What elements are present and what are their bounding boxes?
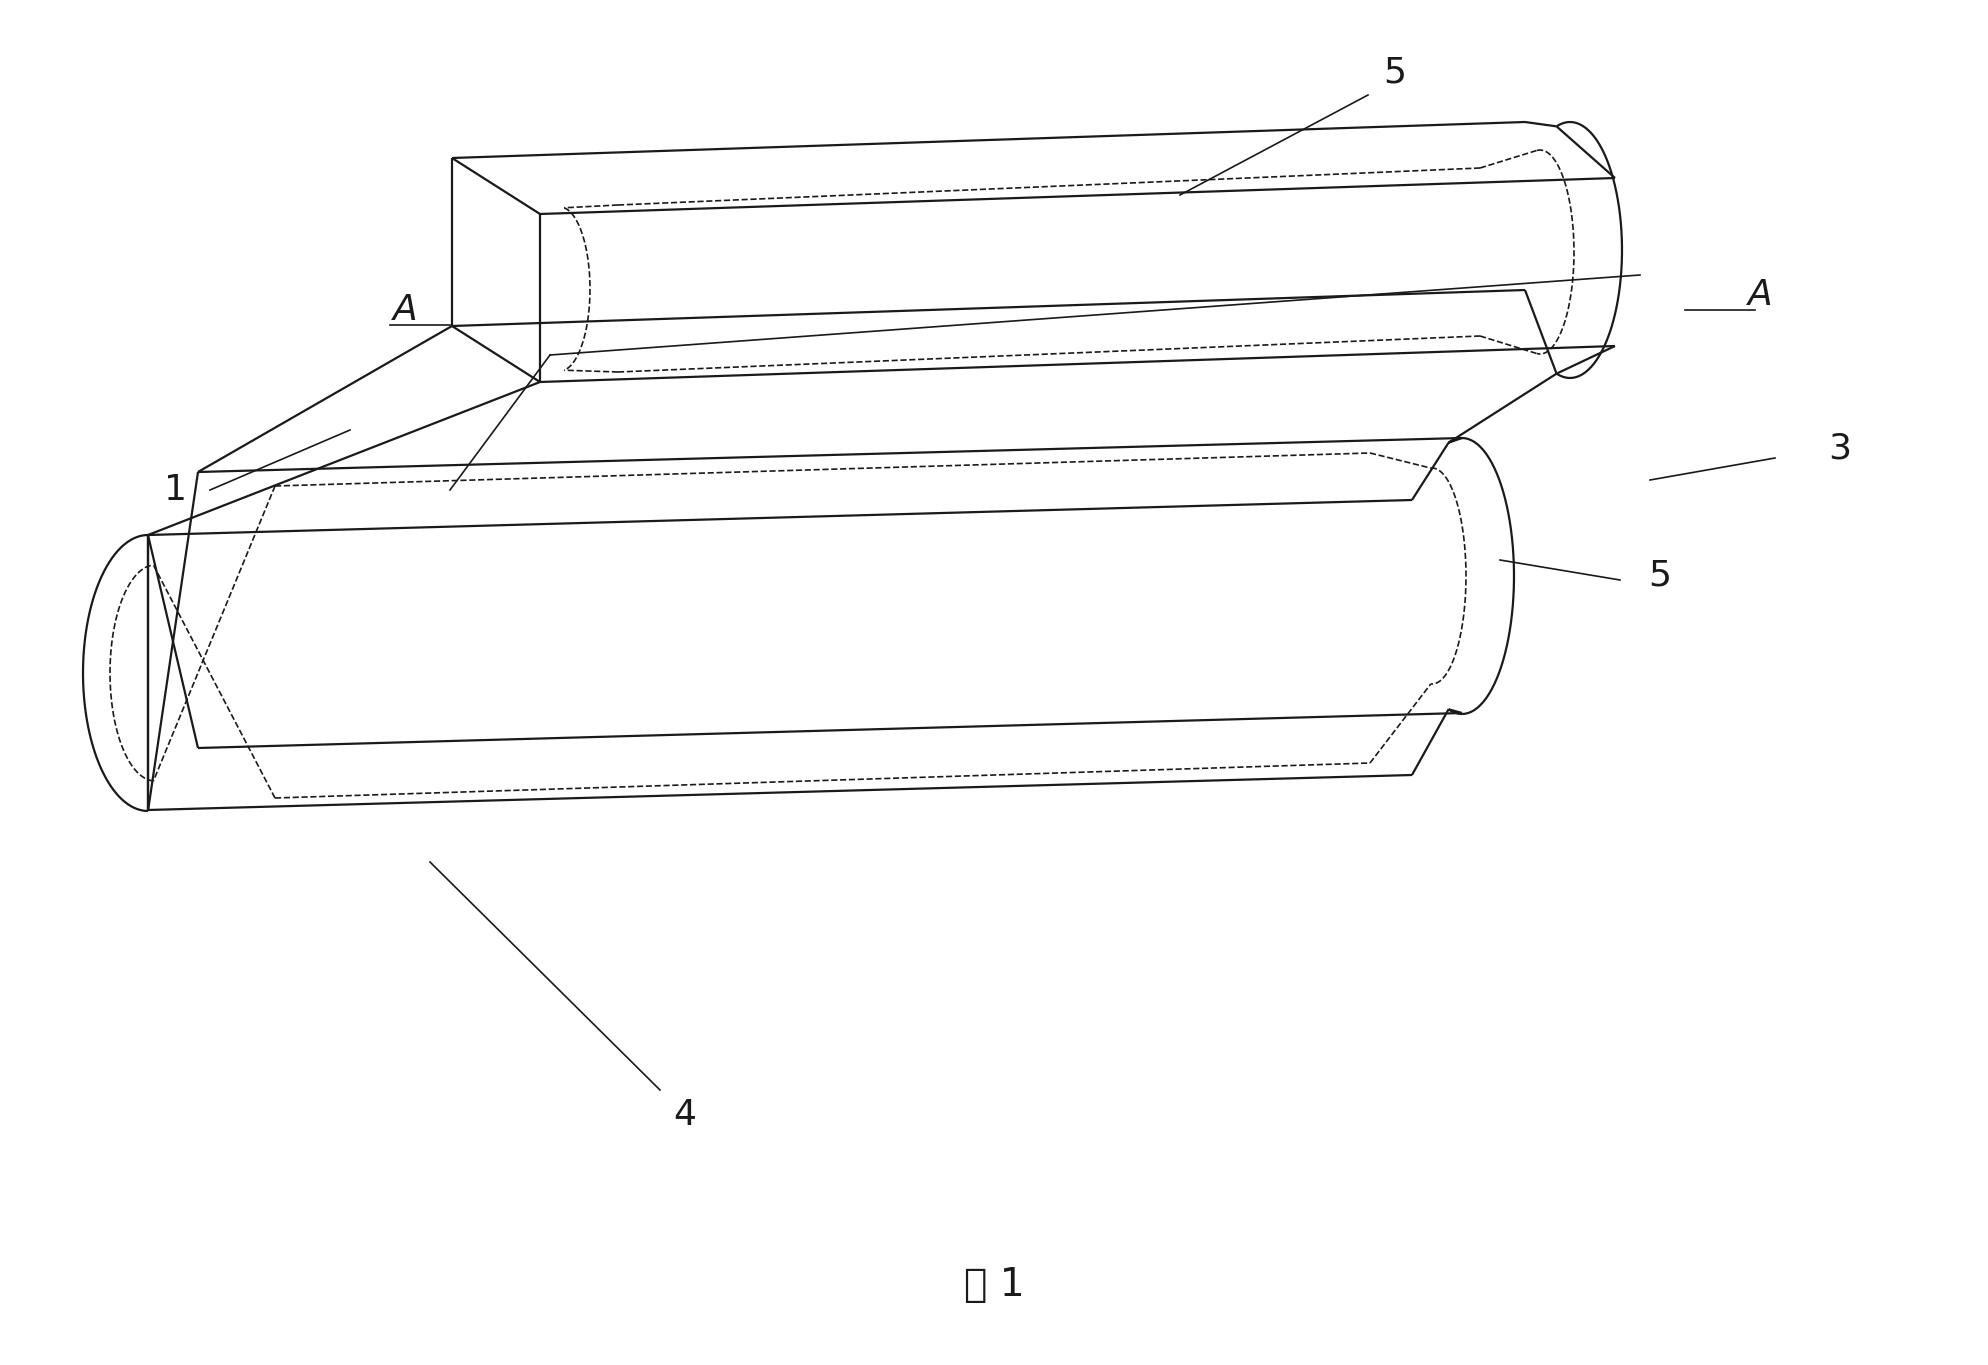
- Text: A: A: [392, 293, 417, 328]
- Text: 4: 4: [674, 1097, 696, 1132]
- Text: 5: 5: [1384, 55, 1406, 89]
- Text: 3: 3: [1829, 431, 1851, 465]
- Text: 图 1: 图 1: [964, 1265, 1024, 1304]
- Text: A: A: [1747, 278, 1773, 313]
- Text: 5: 5: [1648, 558, 1672, 592]
- Text: 1: 1: [163, 474, 187, 506]
